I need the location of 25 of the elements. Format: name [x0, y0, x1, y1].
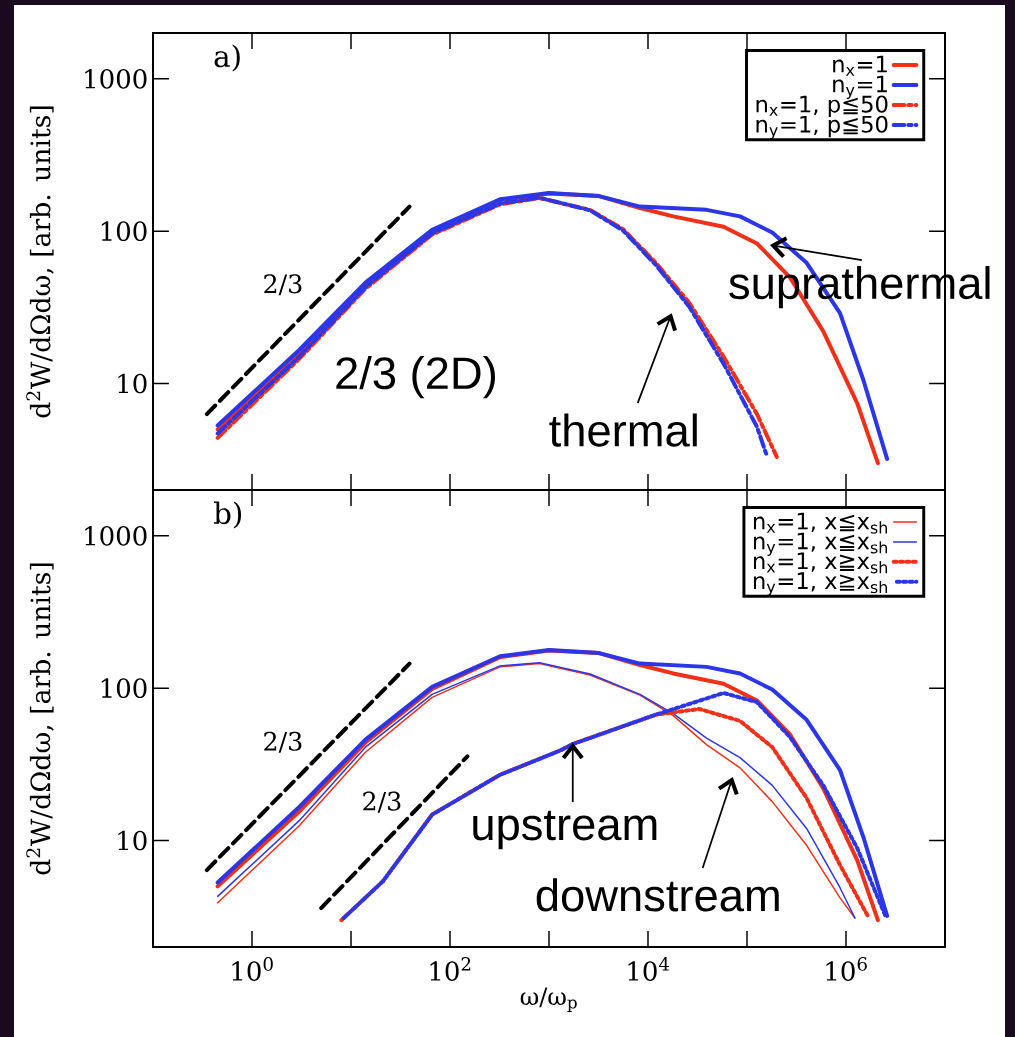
- annotation: a): [214, 44, 240, 72]
- annotation: b): [213, 501, 242, 529]
- annotation: 2/3: [264, 274, 302, 296]
- y-tick-label: 1000: [85, 526, 147, 546]
- legend-label: n$_{x}$=1: [833, 55, 887, 76]
- annotation: 2/3 (2D): [336, 355, 495, 399]
- y-tick-label: 10: [118, 373, 147, 394]
- y-tick-label: 10: [118, 830, 147, 851]
- annotation: 2/3: [363, 791, 401, 813]
- y-axis-title: d$^{2}$W/dΩdω, [arb. units]: [26, 563, 54, 875]
- legend-label: n$_{x}$=1, x≦x$_{sh}$: [753, 512, 887, 534]
- x-tick-label: 10$^{2}$: [430, 957, 471, 981]
- y-axis-title: d$^{2}$W/dΩdω, [arb. units]: [26, 106, 54, 418]
- annotation: upstream: [473, 810, 657, 850]
- annotation: downstream: [536, 878, 779, 912]
- legend-label: n$_{y}$=1, p≦50: [756, 115, 888, 140]
- x-axis-title: ω/ω$_{p}$: [520, 987, 577, 1012]
- annotation: 2/3: [264, 731, 302, 753]
- annotation: thermal: [549, 413, 697, 447]
- x-tick-label: 10$^{0}$: [232, 957, 273, 981]
- y-tick-label: 100: [101, 221, 147, 242]
- y-tick-label: 1000: [85, 69, 147, 89]
- x-tick-label: 10$^{6}$: [826, 957, 867, 981]
- x-tick-label: 10$^{4}$: [628, 957, 670, 981]
- y-tick-label: 100: [101, 678, 147, 699]
